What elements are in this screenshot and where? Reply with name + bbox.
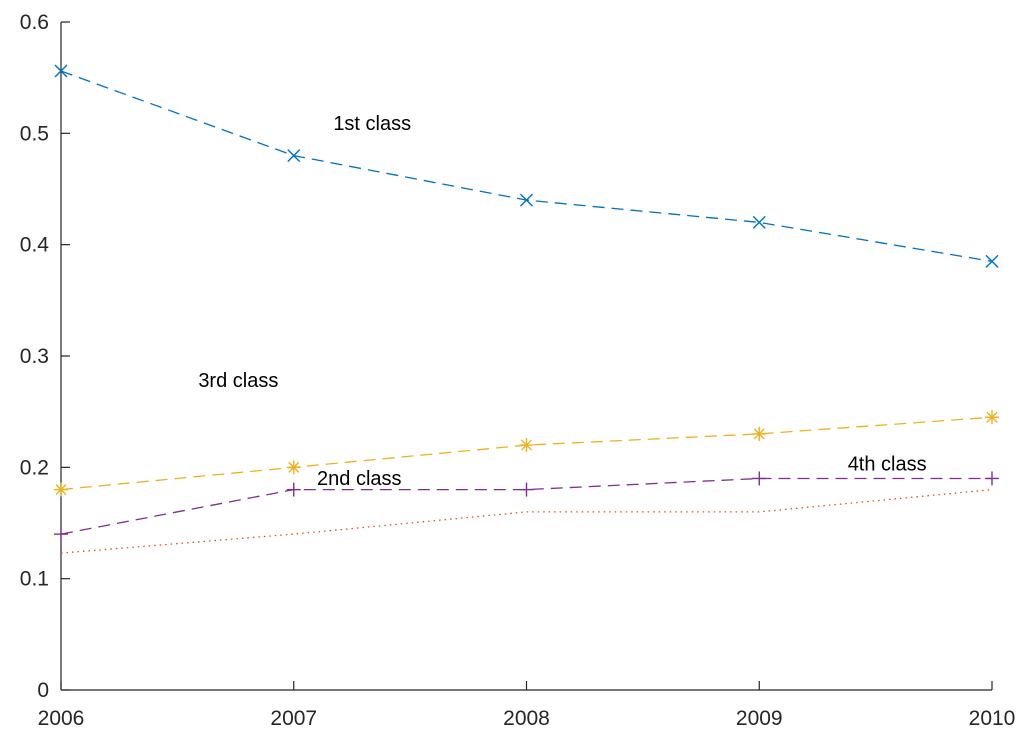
data-point-first — [287, 149, 301, 163]
y-tick-label: 0.4 — [20, 234, 50, 257]
data-point-first — [520, 193, 533, 207]
series-line-second — [60, 488, 993, 554]
y-tick-label: 0.5 — [20, 122, 49, 145]
annotation-label: 3rd class — [198, 370, 278, 392]
x-tick-label: 2006 — [38, 707, 85, 730]
y-tick-label: 0.6 — [20, 11, 49, 34]
y-tick-label: 0.2 — [20, 456, 49, 479]
data-point-third — [985, 410, 999, 425]
data-point-first — [752, 215, 766, 229]
x-tick-label: 2010 — [969, 707, 1016, 730]
axis-ticks: 0 0.1 0.2 0.3 0.4 0.5 0.6 2006 2007 2008 2009 2010 — [20, 11, 1016, 730]
data-point-fourth — [519, 482, 534, 497]
data-point-third — [54, 482, 68, 497]
x-tick-label: 2008 — [503, 707, 550, 730]
data-point-fourth — [54, 527, 68, 542]
data-point-fourth — [286, 482, 301, 497]
data-point-third — [752, 426, 767, 441]
annotation-label: 1st class — [333, 113, 411, 135]
data-point-first — [985, 254, 999, 268]
series-line-first — [60, 70, 993, 263]
data-point-third — [519, 438, 534, 453]
y-tick-label: 0 — [37, 679, 49, 702]
x-tick-label: 2007 — [270, 707, 317, 730]
chart-axes — [60, 22, 992, 691]
y-tick-label: 0.1 — [20, 568, 49, 591]
annotation-label: 2nd class — [317, 468, 402, 490]
data-point-fourth — [985, 471, 999, 486]
y-tick-label: 0.3 — [20, 345, 49, 368]
annotation-label: 4th class — [848, 454, 927, 476]
chart-annotations: 1st class 3rd class 4th class 2nd class — [198, 113, 926, 490]
data-point-fourth — [752, 471, 767, 486]
x-tick-label: 2009 — [736, 707, 783, 730]
chart-series — [54, 64, 999, 554]
data-point-third — [286, 460, 301, 475]
series-line-fourth — [60, 477, 992, 535]
data-point-first — [54, 64, 68, 78]
